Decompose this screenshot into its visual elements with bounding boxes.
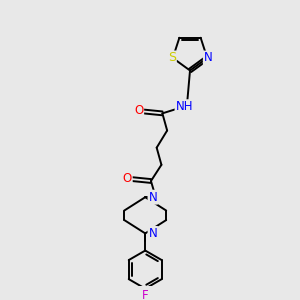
Text: O: O bbox=[122, 172, 132, 184]
Text: F: F bbox=[142, 289, 148, 300]
Text: N: N bbox=[204, 52, 213, 64]
Text: N: N bbox=[148, 227, 157, 240]
Text: N: N bbox=[148, 191, 157, 204]
Text: O: O bbox=[134, 104, 143, 117]
Text: S: S bbox=[168, 52, 176, 64]
Text: NH: NH bbox=[176, 100, 193, 113]
